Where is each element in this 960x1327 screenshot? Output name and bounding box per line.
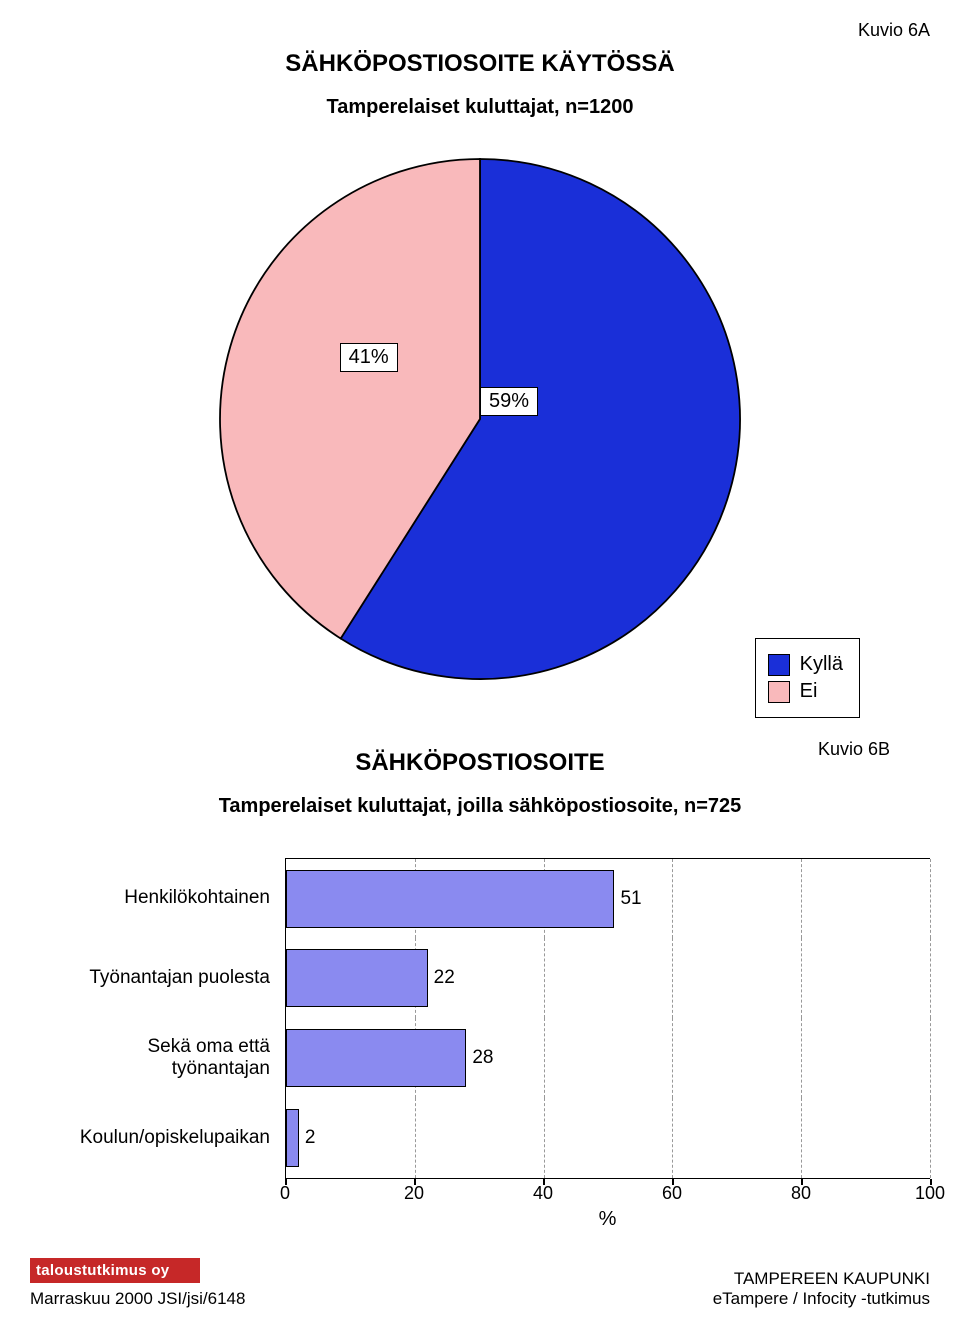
gridline: [930, 1098, 931, 1178]
bar-rect: [286, 949, 428, 1007]
footer-right-line1: TAMPEREEN KAUPUNKI: [713, 1269, 930, 1289]
gridline: [930, 859, 931, 938]
legend-label-kylla: Kyllä: [800, 653, 843, 676]
gridline: [415, 1098, 416, 1178]
x-axis: 020406080100: [30, 1178, 930, 1206]
pie-slice-label-ei: 41%: [340, 343, 398, 372]
x-axis-title: %: [285, 1208, 930, 1231]
xtick-label: 0: [280, 1183, 290, 1204]
bar-plot-area: 51: [285, 858, 930, 938]
gridline: [930, 1018, 931, 1098]
bar-category-label: Työnantajan puolesta: [30, 967, 285, 989]
legend-label-ei: Ei: [800, 680, 818, 703]
chart-title-main: SÄHKÖPOSTIOSOITE KÄYTÖSSÄ: [30, 50, 930, 78]
legend-swatch-ei: [768, 681, 790, 703]
gridline: [801, 1018, 802, 1098]
pie-legend: Kyllä Ei: [755, 638, 860, 718]
figure-id-a: Kuvio 6A: [858, 20, 930, 41]
bar-row: Henkilökohtainen 51: [30, 858, 930, 938]
figure-id-b: Kuvio 6B: [818, 739, 890, 760]
bar-plot-area: 2: [285, 1098, 930, 1178]
chart-subtitle-section2: Tamperelaiset kuluttajat, joilla sähköpo…: [30, 795, 930, 818]
gridline: [544, 938, 545, 1018]
gridline: [672, 1018, 673, 1098]
bar-category-label: Koulun/opiskelupaikan: [30, 1127, 285, 1149]
bar-value-label: 22: [434, 967, 455, 989]
bar-category-label: Henkilökohtainen: [30, 887, 285, 909]
chart-title-section2: SÄHKÖPOSTIOSOITE: [355, 749, 604, 777]
bar-row: Koulun/opiskelupaikan 2: [30, 1098, 930, 1178]
gridline: [544, 1098, 545, 1178]
legend-row-kylla: Kyllä: [768, 653, 843, 676]
pie-svg: [210, 149, 750, 689]
bar-row: Työnantajan puolesta 22: [30, 938, 930, 1018]
xtick-label: 20: [404, 1183, 424, 1204]
chart-subtitle-main: Tamperelaiset kuluttajat, n=1200: [30, 96, 930, 119]
x-axis-plot: 020406080100: [285, 1178, 930, 1206]
gridline: [672, 938, 673, 1018]
footer-right-line2: eTampere / Infocity -tutkimus: [713, 1289, 930, 1309]
bar-plot-area: 22: [285, 938, 930, 1018]
company-logo: taloustutkimus oy: [30, 1258, 200, 1283]
bar-chart: Henkilökohtainen51Työnantajan puolesta22…: [30, 858, 930, 1231]
gridline: [801, 1098, 802, 1178]
gridline: [801, 859, 802, 938]
xtick-label: 40: [533, 1183, 553, 1204]
bar-plot-area: 28: [285, 1018, 930, 1098]
gridline: [801, 938, 802, 1018]
legend-swatch-kylla: [768, 654, 790, 676]
bar-rect: [286, 1109, 299, 1167]
pie-chart: 41% 59%: [210, 149, 750, 689]
gridline: [544, 1018, 545, 1098]
gridline: [930, 938, 931, 1018]
legend-row-ei: Ei: [768, 680, 843, 703]
page-footer: taloustutkimus oy Marraskuu 2000 JSI/jsi…: [30, 1258, 930, 1309]
bar-value-label: 28: [472, 1047, 493, 1069]
bar-value-label: 2: [305, 1127, 316, 1149]
xtick-label: 100: [915, 1183, 945, 1204]
pie-slice-label-kylla: 59%: [480, 387, 538, 416]
bar-rect: [286, 1029, 466, 1087]
gridline: [672, 1098, 673, 1178]
bar-value-label: 51: [620, 888, 641, 910]
bar-rect: [286, 870, 614, 928]
xtick-label: 80: [791, 1183, 811, 1204]
bar-row: Sekä oma että työnantajan 28: [30, 1018, 930, 1098]
bar-category-label: Sekä oma että työnantajan: [30, 1036, 285, 1080]
xtick-label: 60: [662, 1183, 682, 1204]
gridline: [672, 859, 673, 938]
footer-date: Marraskuu 2000 JSI/jsi/6148: [30, 1289, 245, 1309]
